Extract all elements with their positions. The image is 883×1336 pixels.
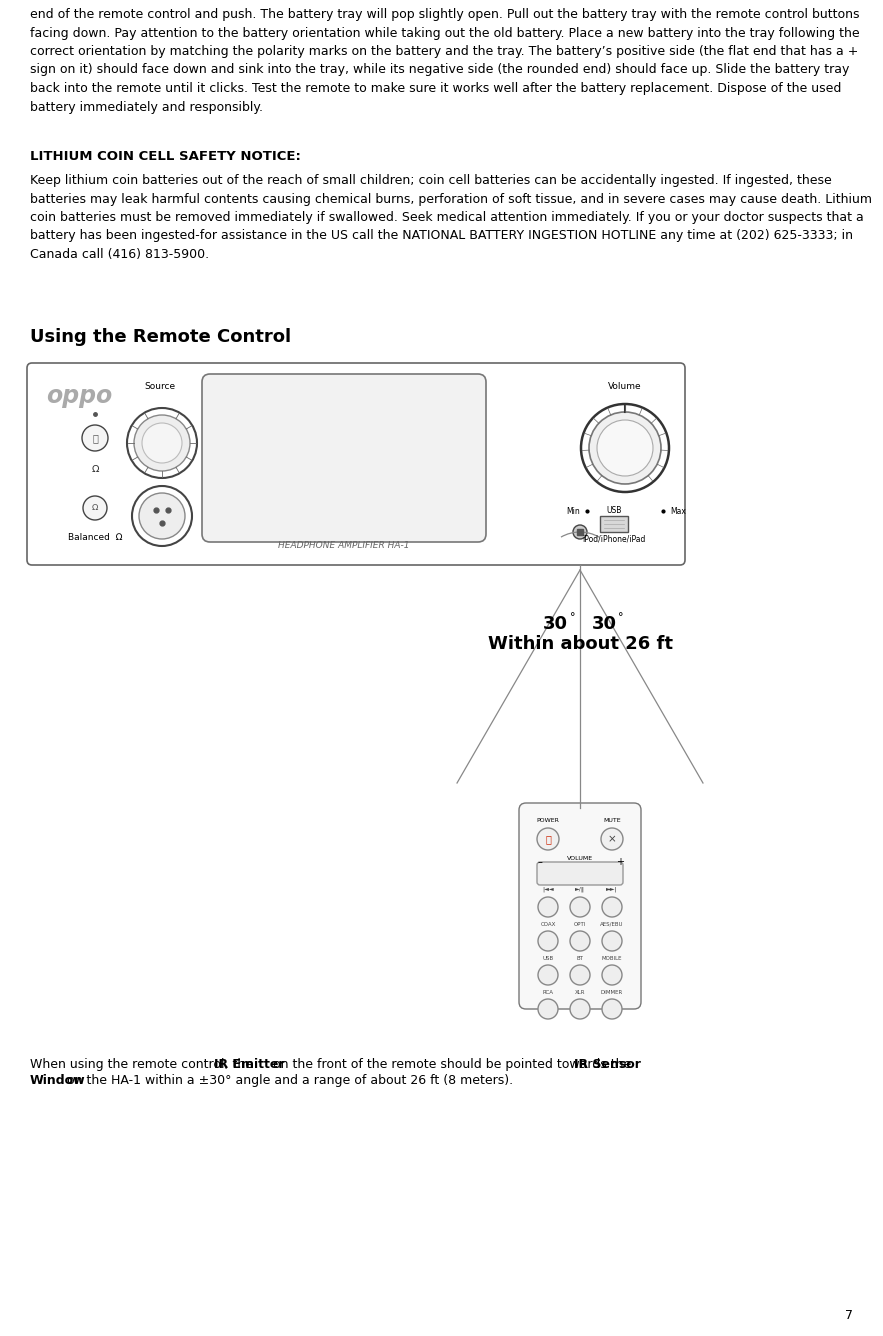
Circle shape: [602, 965, 622, 985]
Text: Within about 26 ft: Within about 26 ft: [487, 635, 673, 653]
Text: COAX: COAX: [540, 922, 555, 927]
Text: 30: 30: [592, 615, 617, 633]
Circle shape: [83, 496, 107, 520]
Text: VOLUME: VOLUME: [567, 856, 593, 860]
Circle shape: [142, 424, 182, 464]
Circle shape: [537, 828, 559, 850]
Circle shape: [601, 828, 623, 850]
Text: Source: Source: [145, 382, 176, 391]
Text: Ω: Ω: [92, 504, 98, 513]
Circle shape: [570, 965, 590, 985]
Text: When using the remote control, the: When using the remote control, the: [30, 1058, 257, 1071]
Circle shape: [134, 415, 190, 472]
Text: ⏻: ⏻: [545, 834, 551, 844]
Text: end of the remote control and push. The battery tray will pop slightly open. Pul: end of the remote control and push. The …: [30, 8, 860, 114]
Text: XLR: XLR: [575, 990, 585, 995]
Text: Volume: Volume: [608, 382, 642, 391]
Circle shape: [139, 493, 185, 538]
Circle shape: [597, 420, 653, 476]
FancyBboxPatch shape: [519, 803, 641, 1009]
FancyBboxPatch shape: [27, 363, 685, 565]
Text: Keep lithium coin batteries out of the reach of small children; coin cell batter: Keep lithium coin batteries out of the r…: [30, 174, 872, 261]
Text: ⏻: ⏻: [92, 433, 98, 444]
Text: HEADPHONE AMPLIFIER HA-1: HEADPHONE AMPLIFIER HA-1: [278, 541, 410, 550]
Text: BT: BT: [577, 957, 584, 961]
Circle shape: [570, 999, 590, 1019]
Text: 30: 30: [543, 615, 568, 633]
FancyBboxPatch shape: [600, 516, 628, 532]
Circle shape: [127, 407, 197, 478]
Text: +: +: [616, 856, 624, 867]
Text: MUTE: MUTE: [603, 818, 621, 823]
Text: AES/EBU: AES/EBU: [600, 922, 623, 927]
Circle shape: [570, 931, 590, 951]
Text: Ω: Ω: [91, 464, 99, 474]
Text: RCA: RCA: [542, 990, 554, 995]
Text: –: –: [538, 856, 542, 867]
Circle shape: [602, 931, 622, 951]
Text: ×: ×: [608, 834, 616, 844]
Text: IR Emitter: IR Emitter: [214, 1058, 284, 1071]
Circle shape: [82, 425, 108, 452]
Circle shape: [538, 931, 558, 951]
Text: °: °: [618, 612, 623, 623]
Circle shape: [132, 486, 192, 546]
Circle shape: [570, 896, 590, 916]
FancyBboxPatch shape: [537, 862, 623, 884]
Text: |◄◄: |◄◄: [542, 887, 554, 892]
Circle shape: [602, 999, 622, 1019]
Circle shape: [581, 403, 669, 492]
Circle shape: [538, 965, 558, 985]
Text: 7: 7: [845, 1309, 853, 1323]
Text: MOBILE: MOBILE: [601, 957, 623, 961]
Circle shape: [573, 525, 587, 538]
Text: ►►|: ►►|: [607, 887, 618, 892]
Text: USB: USB: [607, 506, 622, 514]
Circle shape: [589, 411, 661, 484]
Text: Window: Window: [30, 1074, 86, 1088]
Circle shape: [538, 999, 558, 1019]
Text: on the front of the remote should be pointed towards the: on the front of the remote should be poi…: [269, 1058, 636, 1071]
Text: DIMMER: DIMMER: [600, 990, 623, 995]
Text: Min: Min: [566, 508, 580, 517]
Text: on the HA-1 within a ±30° angle and a range of about 26 ft (8 meters).: on the HA-1 within a ±30° angle and a ra…: [64, 1074, 513, 1088]
Text: Balanced  Ω: Balanced Ω: [68, 533, 122, 542]
Text: ►/‖: ►/‖: [575, 887, 585, 892]
Text: °: °: [570, 612, 576, 623]
Text: oppo: oppo: [46, 383, 112, 407]
Text: USB: USB: [542, 957, 554, 961]
FancyBboxPatch shape: [202, 374, 486, 542]
Text: LITHIUM COIN CELL SAFETY NOTICE:: LITHIUM COIN CELL SAFETY NOTICE:: [30, 150, 301, 163]
Text: Max: Max: [670, 508, 686, 517]
Text: OPTI: OPTI: [574, 922, 586, 927]
Text: iPod/iPhone/iPad: iPod/iPhone/iPad: [582, 534, 645, 542]
Text: Using the Remote Control: Using the Remote Control: [30, 329, 291, 346]
Circle shape: [602, 896, 622, 916]
Text: POWER: POWER: [537, 818, 560, 823]
Text: IR Sensor: IR Sensor: [574, 1058, 641, 1071]
Circle shape: [538, 896, 558, 916]
